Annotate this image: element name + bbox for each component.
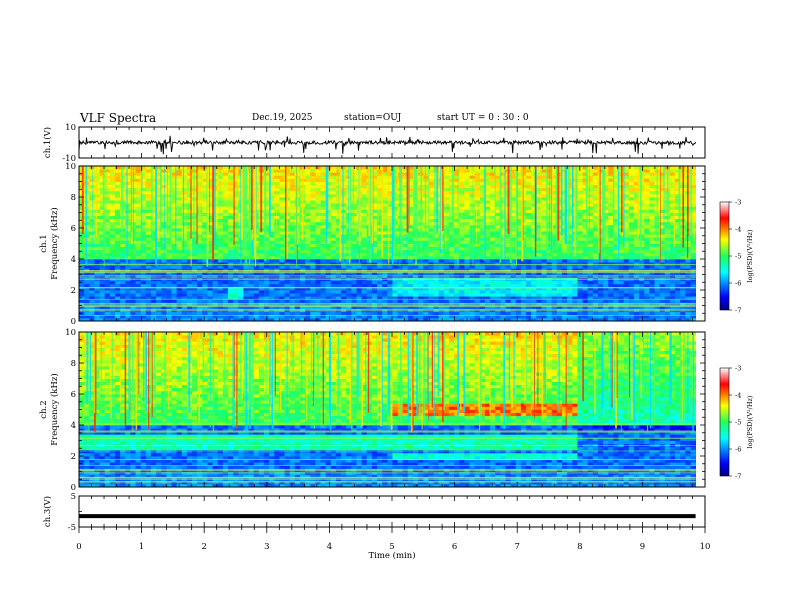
figure-title: VLF Spectra xyxy=(80,111,157,125)
ch1-waveform-trace xyxy=(78,135,697,155)
ch2-spectrogram-ytick-label: 0 xyxy=(71,483,76,493)
ch3-waveform-panel: 5 -5 ch.3(V) xyxy=(42,492,706,533)
ch1-colorbar-tick-label: -5 xyxy=(735,253,741,261)
ch2-spectrogram-ylabel-frequency: Frequency (kHz) xyxy=(49,373,60,445)
time-tick-label: 10 xyxy=(700,542,711,552)
time-tick-label: 9 xyxy=(640,542,645,552)
ch2-spectrogram-sferic-streaks xyxy=(86,332,694,433)
ch1-spectrogram-ytick-label: 4 xyxy=(71,255,76,265)
time-tick-label: 5 xyxy=(389,542,394,552)
ch1-spectrogram-ytick-label: 8 xyxy=(71,193,76,203)
ch2-spectrogram-ytick-label: 2 xyxy=(71,452,76,462)
ch2-spectrogram-ytick-label: 10 xyxy=(65,328,76,338)
ch1-spectrogram-narrowband-lines xyxy=(79,264,696,316)
ch1-colorbar-tick-label: -4 xyxy=(735,226,741,234)
ch2-spectrogram-ytick-label: 8 xyxy=(71,359,76,369)
ch1-waveform-ylabel: ch.1(V) xyxy=(42,127,53,158)
time-tick-label: 0 xyxy=(76,542,81,552)
ch2-spectrogram-narrowband-lines xyxy=(79,423,696,483)
ch1-spectrogram-ytick-label: 6 xyxy=(71,224,76,234)
ch1-spectrogram-ylabel-frequency: Frequency (kHz) xyxy=(49,207,60,279)
time-axis: 0 1 2 3 4 5 6 7 8 9 10 Time (min) xyxy=(76,527,710,561)
ch2-spectrogram-ytick-label: 6 xyxy=(71,390,76,400)
ch2-spectrogram-ylabel-channel: ch.2 xyxy=(39,400,49,418)
ch1-colorbar-tick-label: -6 xyxy=(735,280,741,288)
ch1-colorbar: -3 -4 -5 -6 -7 log(PSD)(V²/Hz) xyxy=(719,199,754,315)
ch2-colorbar-tick-label: -3 xyxy=(735,365,741,373)
ch1-colorbar-label: log(PSD)(V²/Hz) xyxy=(746,229,754,282)
ch1-spectrogram-ytick-label: 0 xyxy=(71,317,76,327)
ch3-waveform-ytick-label: 5 xyxy=(71,492,76,502)
time-tick-label: 4 xyxy=(327,542,332,552)
ch1-waveform-panel: 10 -10 ch.1(V) xyxy=(42,123,706,164)
time-tick-label: 2 xyxy=(201,542,206,552)
ch2-colorbar-scale xyxy=(719,367,730,477)
ch1-colorbar-scale xyxy=(719,201,730,311)
ch1-spectrogram-sferic-streaks xyxy=(81,166,695,267)
ch3-waveform-ytick-label: -5 xyxy=(68,523,76,533)
time-tick-label: 3 xyxy=(264,542,269,552)
ch1-colorbar-tick-label: -3 xyxy=(735,199,741,207)
time-tick-label: 7 xyxy=(514,542,519,552)
ch2-colorbar-label: log(PSD)(V²/Hz) xyxy=(746,395,754,448)
start-time-label: start UT = 0 : 30 : 0 xyxy=(437,113,529,123)
time-tick-label: 6 xyxy=(452,542,457,552)
ch2-colorbar-tick-label: -7 xyxy=(735,473,741,481)
ch1-waveform-ytick-label: 10 xyxy=(65,123,76,133)
ch1-colorbar-tick-label: -7 xyxy=(735,307,741,315)
ch3-waveform-ylabel: ch.3(V) xyxy=(42,496,53,527)
ch1-waveform-ytick-label: -10 xyxy=(62,154,76,164)
ch2-spectrogram-panel: 0 2 4 6 8 10 ch.2 Frequency (kHz) xyxy=(39,328,706,493)
ch2-spectrogram-ytick-label: 4 xyxy=(71,421,76,431)
ch3-waveform-bg xyxy=(79,496,705,527)
time-axis-label: Time (min) xyxy=(368,550,415,561)
time-tick-label: 1 xyxy=(139,542,144,552)
time-tick-label: 8 xyxy=(577,542,582,552)
ch1-spectrogram-ytick-label: 2 xyxy=(71,286,76,296)
station-label: station=OUJ xyxy=(344,113,402,123)
ch1-spectrogram-panel: 0 2 4 6 8 10 ch.1 Frequency (kHz) xyxy=(39,162,706,327)
ch1-spectrogram-ytick-label: 10 xyxy=(65,162,76,172)
ch1-spectrogram-ylabel-channel: ch.1 xyxy=(39,234,49,252)
ch2-colorbar-tick-label: -5 xyxy=(735,419,741,427)
ch2-colorbar-tick-label: -4 xyxy=(735,392,741,400)
ch2-colorbar-tick-label: -6 xyxy=(735,446,741,454)
ch2-colorbar: -3 -4 -5 -6 -7 log(PSD)(V²/Hz) xyxy=(719,365,754,481)
date-label: Dec.19, 2025 xyxy=(252,113,313,123)
